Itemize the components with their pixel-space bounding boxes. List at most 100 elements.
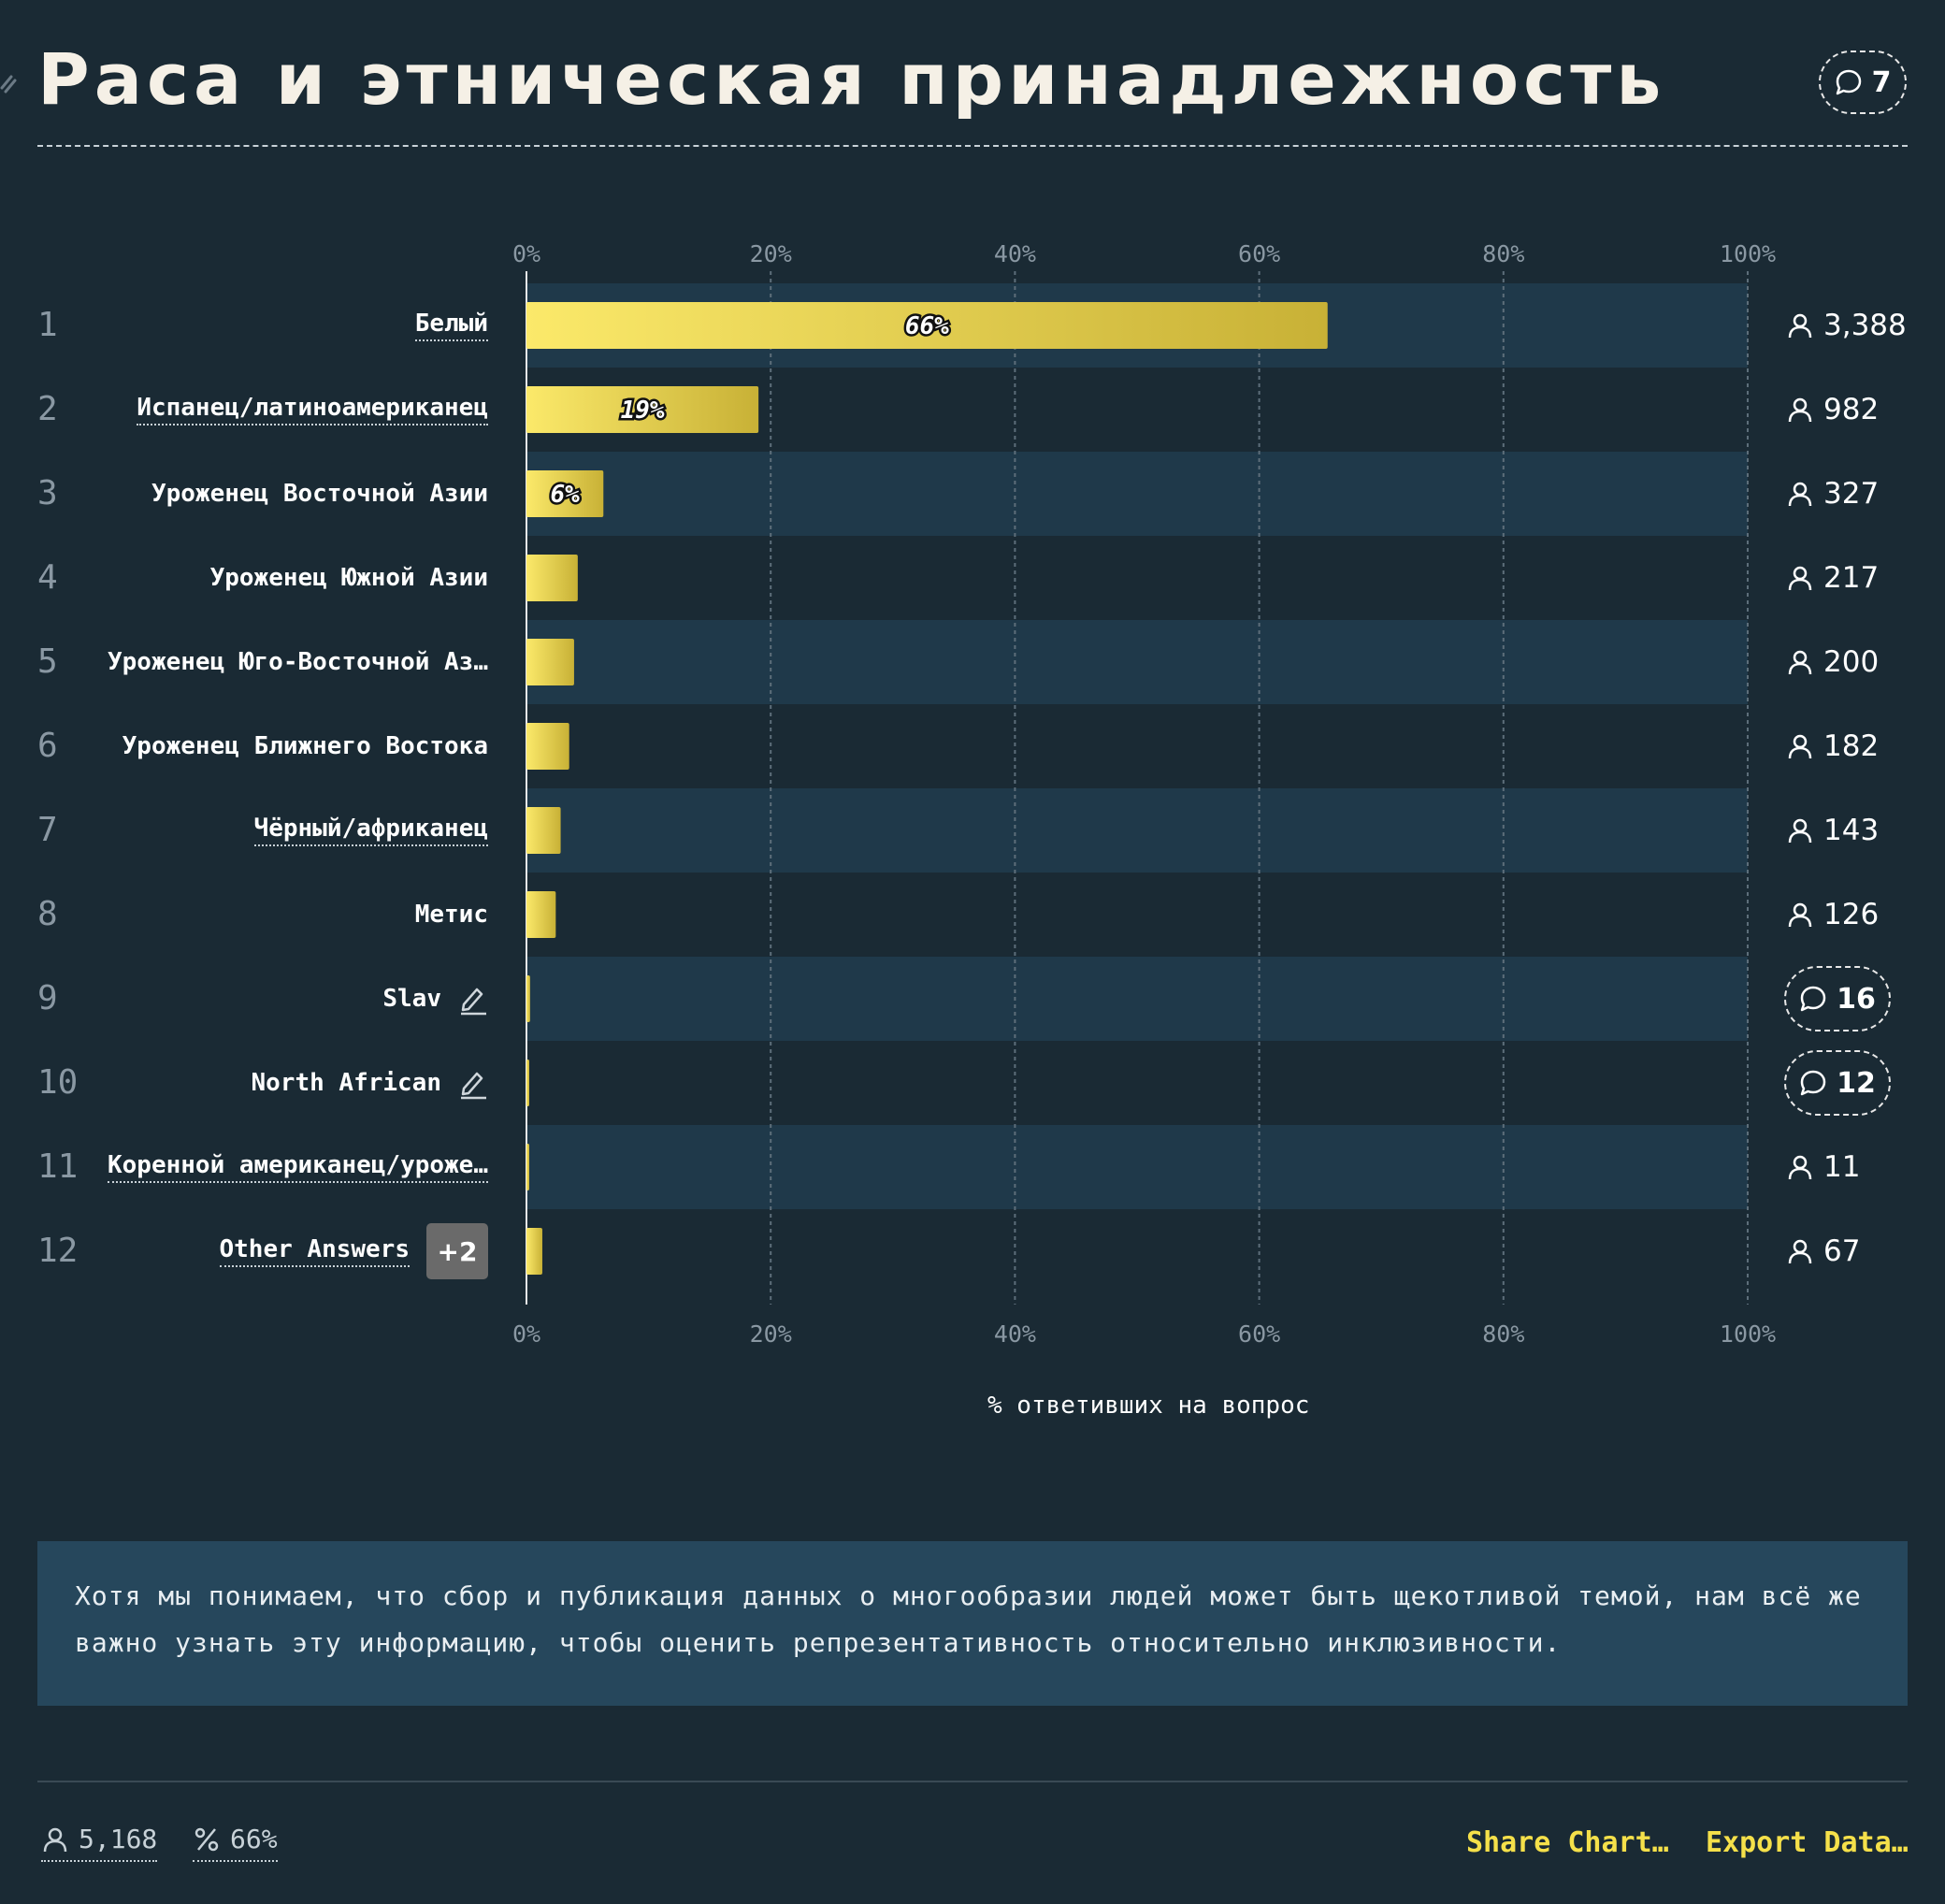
bar-value-label: 19% [621,397,665,425]
chart-row[interactable]: 1 Белый 3,388 [0,283,1945,368]
chart-row[interactable]: 6 Уроженец Ближнего Востока 182 [0,704,1945,788]
x-tick-label-bottom: 60% [1238,1320,1280,1348]
count-value: 327 [1823,477,1880,511]
x-tick-label-bottom: 40% [994,1320,1036,1348]
bar-chart: 66% 19% 6% 0% 0% 20% 20% 40% 40% 60% 60% 80% 80% 100… [512,240,1776,1348]
export-data-button[interactable]: Export Data… [1706,1826,1909,1859]
chart-row[interactable]: 5 Уроженец Юго-Восточной Аз… 200 [0,620,1945,704]
edit-icon[interactable] [458,982,488,1016]
row-label-group: Other Answers +2 [219,1209,488,1293]
comment-count: 12 [1837,1066,1876,1100]
x-axis-title: % ответивших на вопрос [987,1392,1310,1420]
row-label-group: Белый [414,283,488,368]
category-label[interactable]: Other Answers [219,1235,410,1267]
bar[interactable] [526,302,1328,349]
chart-row[interactable]: 8 Метис 126 [0,873,1945,957]
info-note: Хотя мы понимаем, что сбор и публикация … [37,1541,1908,1706]
row-rank: 12 [37,1232,79,1270]
respondent-count: 182 [1786,704,1879,788]
chart-row[interactable]: 4 Уроженец Южной Азии 217 [0,536,1945,620]
count-value: 11 [1823,1150,1861,1184]
bar[interactable] [526,1228,542,1275]
person-icon [1788,734,1812,759]
x-tick-label-bottom: 100% [1720,1320,1776,1348]
x-tick-label-top: 80% [1482,240,1524,267]
bar[interactable] [526,1060,529,1106]
chart-row[interactable]: 11 Коренной американец/уроже… 11 [0,1125,1945,1209]
comments-button[interactable]: 16 [1784,966,1891,1031]
comment-icon [1800,1070,1826,1096]
row-label-group: Уроженец Восточной Азии [151,452,488,536]
percent-value: 66% [230,1824,278,1854]
category-label[interactable]: Коренной американец/уроже… [108,1151,488,1183]
chart-row[interactable]: 3 Уроженец Восточной Азии 327 [0,452,1945,536]
bar[interactable] [526,807,561,854]
chart-row[interactable]: 2 Испанец/латиноамериканец 982 [0,368,1945,452]
share-chart-button[interactable]: Share Chart… [1466,1826,1669,1859]
title-divider [37,145,1908,147]
count-value: 182 [1823,729,1880,763]
row-label-group: Испанец/латиноамериканец [137,368,488,452]
row-label-group: North African [252,1041,489,1125]
row-rank: 9 [37,979,58,1017]
chart-row[interactable]: 9 Slav 16 [0,957,1945,1041]
row-band [526,620,1748,704]
comments-button[interactable]: 12 [1784,1050,1891,1116]
bar[interactable] [526,386,759,433]
row-band [526,1125,1748,1209]
chart-row[interactable]: 12 Other Answers +2 67 [0,1209,1945,1293]
person-icon [1788,650,1812,675]
respondents-stat[interactable]: 5,168 [41,1824,158,1862]
x-tick-label-top: 100% [1720,240,1776,267]
x-tick-label-bottom: 20% [750,1320,792,1348]
person-icon [1788,313,1812,339]
comment-count: 16 [1837,982,1876,1016]
row-label-group: Уроженец Юго-Восточной Аз… [108,620,488,704]
person-icon [1788,902,1812,928]
bar-value-label: 6% [550,481,580,509]
edit-icon[interactable] [458,1066,488,1100]
bar[interactable] [526,891,556,938]
title-comments-button[interactable]: 7 [1819,50,1907,114]
title-comment-count: 7 [1871,65,1892,99]
row-label-group: Уроженец Южной Азии [210,536,488,620]
person-icon [43,1827,67,1852]
row-rank: 1 [37,306,58,344]
row-rank: 8 [37,895,58,933]
bar-value-label: 66% [905,312,949,340]
count-value: 3,388 [1823,309,1907,342]
x-tick-label-top: 60% [1238,240,1280,267]
x-tick-label-top: 0% [512,240,540,267]
category-label: North African [251,1069,442,1097]
category-label[interactable]: Испанец/латиноамериканец [137,394,488,426]
bar[interactable] [526,1144,529,1190]
bar[interactable] [526,723,569,770]
percent-stat[interactable]: 66% [193,1824,278,1862]
respondent-count: 67 [1786,1209,1860,1293]
category-label: Метис [414,901,488,929]
link-icon[interactable] [0,67,19,95]
bar[interactable] [526,975,530,1022]
row-band [526,957,1748,1041]
respondent-count: 217 [1786,536,1879,620]
respondent-count: 982 [1786,368,1879,452]
row-label-group: Уроженец Ближнего Востока [122,704,488,788]
chart-row[interactable]: 7 Чёрный/африканец 143 [0,788,1945,873]
bar[interactable] [526,470,604,517]
count-value: 217 [1823,561,1880,595]
person-icon [1788,482,1812,507]
bar[interactable] [526,639,574,685]
category-label: Уроженец Ближнего Востока [122,732,488,760]
count-value: 982 [1823,393,1880,426]
category-label[interactable]: Белый [414,310,488,341]
row-label-group: Коренной американец/уроже… [108,1125,488,1209]
more-answers-badge[interactable]: +2 [426,1223,488,1279]
person-icon [1788,1155,1812,1180]
bar[interactable] [526,555,578,601]
category-label[interactable]: Чёрный/африканец [253,815,488,846]
person-icon [1788,566,1812,591]
person-icon [1788,397,1812,423]
row-rank: 10 [37,1063,79,1102]
category-label: Уроженец Южной Азии [209,564,488,592]
chart-row[interactable]: 10 North African 12 [0,1041,1945,1125]
